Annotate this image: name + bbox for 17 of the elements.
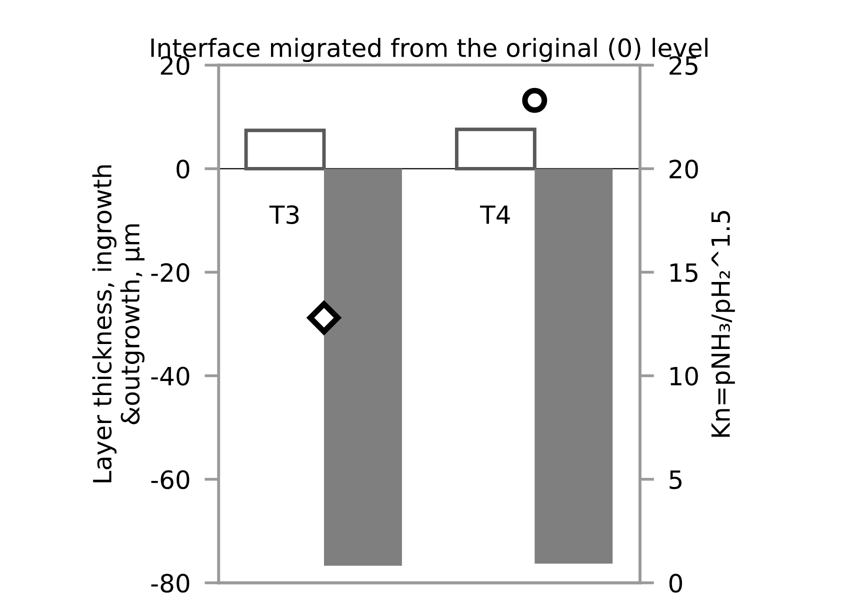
y2-tick-label: 20 — [670, 160, 698, 179]
y-tick-label: -40 — [151, 366, 190, 386]
bar — [534, 168, 613, 564]
y2-tick-label: 10 — [670, 366, 698, 386]
y2-tick-label: 0 — [669, 574, 682, 593]
y-axis-title: Layer thickness, ingrowth &outgrowth, µm — [92, 165, 144, 482]
y2-tick-label: 15 — [670, 263, 698, 282]
x-tick-label: T3 — [269, 205, 299, 224]
bar — [324, 168, 402, 566]
y-tick-label: 0 — [176, 160, 190, 179]
y2-tick-label: 25 — [670, 56, 698, 76]
y-tick-label: -60 — [151, 470, 190, 490]
y2-axis-title: Kn=pNH₃/pH₂^1.5 — [711, 210, 735, 437]
y2-tick-label: 5 — [670, 470, 682, 490]
x-tick-label: T4 — [480, 206, 510, 224]
y-tick-label: -20 — [151, 263, 190, 282]
y-tick-label: -80 — [151, 574, 190, 593]
